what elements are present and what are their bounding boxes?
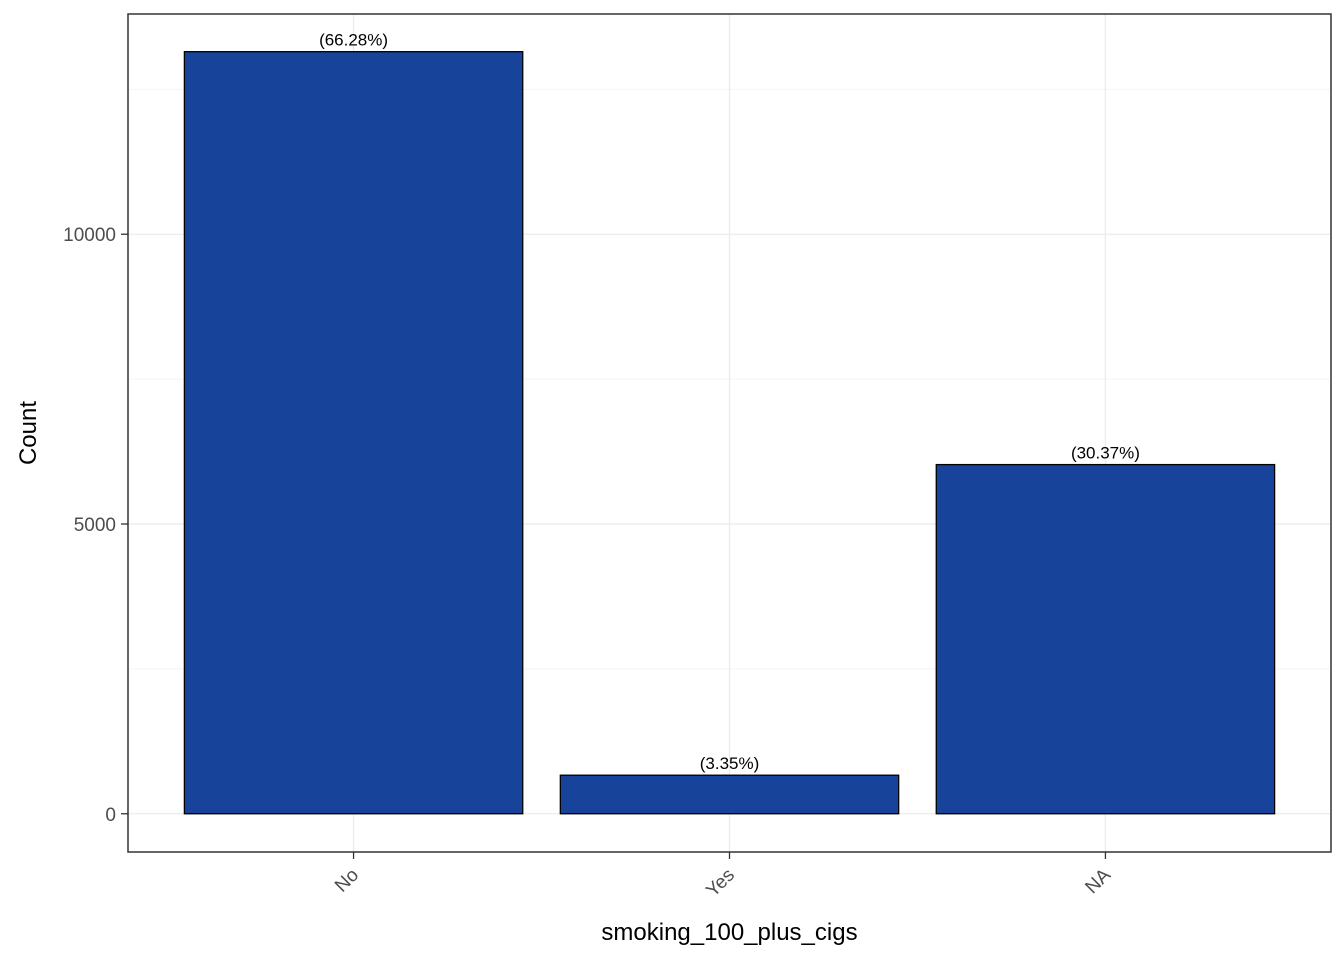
y-tick-label: 10000 [63, 225, 116, 246]
y-tick-label: 5000 [74, 515, 116, 536]
data-label-yes: (3.35%) [700, 754, 760, 773]
data-label-no: (66.28%) [319, 31, 388, 50]
bar-na [935, 463, 1276, 815]
y-axis-title: Count [15, 401, 42, 465]
bars-group [183, 51, 1276, 815]
x-tick-label-na: NA [1081, 864, 1115, 898]
x-tick-label-no: No [331, 865, 363, 897]
x-axis: No Yes NA [331, 852, 1115, 901]
data-label-na: (30.37%) [1071, 444, 1140, 463]
bar-no [183, 51, 524, 815]
y-axis: 0 5000 10000 [63, 225, 128, 826]
bar-yes [559, 774, 900, 815]
bar-labels-group: (66.28%) (3.35%) (30.37%) [319, 31, 1140, 774]
x-tick-label-yes: Yes [702, 865, 739, 902]
y-tick-label: 0 [105, 805, 116, 826]
x-axis-title: smoking_100_plus_cigs [601, 919, 857, 946]
